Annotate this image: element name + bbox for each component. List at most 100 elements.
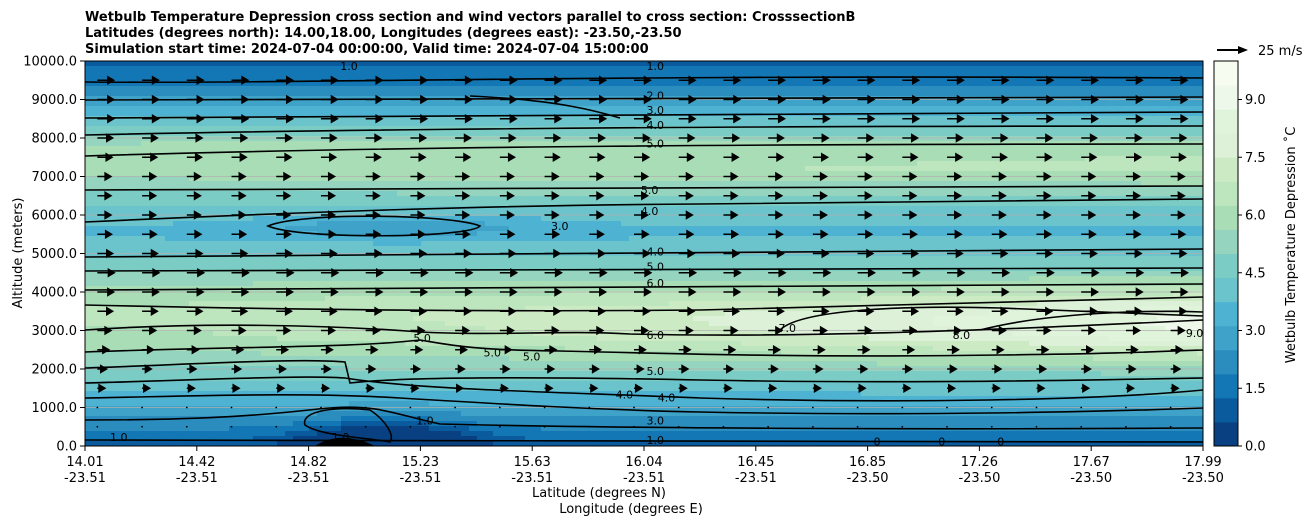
wind-vector [991,287,1010,297]
wind-vector [455,364,466,374]
wind-vector [320,152,338,162]
wind-vector [947,210,963,220]
wind-vector [1170,364,1182,374]
wind-vector [1080,425,1083,428]
wind-vector [544,114,563,124]
x-tick-label-lat: 16.04 [625,455,662,470]
wind-vector [544,345,558,355]
wind-vector [231,75,250,85]
wind-vector [142,306,159,316]
wind-vector [677,406,680,409]
colorbar-segment [1214,325,1238,351]
wind-vector [455,191,471,201]
wind-vector [276,364,287,374]
wind-vector [768,306,785,316]
contour-label: 4.0 [646,119,664,132]
wind-vector [1036,345,1050,355]
wind-vector [589,75,608,85]
colorbar-tick-label: 0.0 [1245,440,1266,455]
wind-vector [812,248,830,259]
wind-vector [589,94,608,105]
wind-vector [185,425,188,428]
wind-vector [768,75,786,85]
quiver-key-label: 25 m/s [1258,44,1303,59]
wind-vector [186,287,205,297]
wind-vector [902,345,916,355]
wind-vector [811,425,814,428]
wind-vector [1170,306,1188,316]
wind-vector [320,268,340,278]
wind-vector [1036,325,1052,336]
contour-label: 5.0 [646,261,664,274]
x-tick-label-lat: 14.42 [178,455,215,470]
x-tick-label-lat: 14.82 [290,455,327,470]
wind-vector [455,287,473,297]
wind-vector [1125,383,1135,393]
wind-vector [902,94,921,105]
wind-vector [1036,152,1053,162]
wind-vector [1081,306,1098,316]
wind-vector [276,306,293,316]
wind-vector [902,114,921,124]
wind-vector [276,345,290,355]
contour-fill-min [315,437,375,446]
wind-vector [723,306,741,316]
colorbar-frame [1213,60,1239,447]
wind-vector [543,425,546,428]
x-axis: 14.01-23.5114.42-23.5114.82-23.5115.23-2… [64,446,1224,486]
x-tick-label-lat: 14.01 [66,455,103,470]
wind-vector [678,191,694,201]
wind-vector [276,229,292,239]
wind-vector [276,383,286,393]
wind-vector [499,325,515,336]
wind-vector [991,325,1007,336]
wind-vector [634,306,651,316]
wind-vector [544,383,554,393]
wind-vector [1081,229,1097,239]
wind-vector [857,383,867,393]
x-tick-label-lon: -23.51 [176,471,218,486]
contour-label: 5.0 [413,332,431,345]
wind-vector [142,75,160,85]
wind-vector [589,171,605,182]
wind-vector [812,325,828,336]
wind-vector [857,325,873,336]
wind-vector [186,248,204,259]
contour-label: 4.0 [646,246,664,259]
wind-vector [812,268,832,278]
wind-vector [589,268,608,278]
wind-vector [991,268,1011,278]
wind-vector [812,133,830,143]
wind-vector [231,133,249,143]
wind-vector [901,406,904,409]
wind-vector [678,248,696,259]
y-tick-label: 6000.0 [32,209,78,224]
wind-vector [1081,133,1098,143]
wind-vector [722,425,725,428]
wind-vector [768,171,784,182]
wind-vector [947,133,964,143]
contour-line [303,407,392,443]
wind-vector [1036,191,1052,201]
wind-vector [589,364,600,374]
wind-vector [320,94,339,105]
wind-vector [1169,425,1172,428]
wind-vector [544,171,560,182]
wind-vector [1170,75,1189,85]
wind-vector [812,364,824,374]
wind-vector [186,171,202,182]
wind-vector [589,191,605,201]
contour-label: 0 [938,435,945,448]
wind-vector [544,268,563,278]
wind-vector [97,171,113,182]
wind-vector [768,325,784,336]
wind-vector [97,191,113,201]
wind-vector [1125,114,1144,124]
wind-vector [990,425,993,428]
wind-vector [947,383,957,393]
wind-vector [365,191,381,201]
wind-vector [410,171,426,182]
wind-vector [902,75,921,85]
wind-vector [499,210,515,220]
